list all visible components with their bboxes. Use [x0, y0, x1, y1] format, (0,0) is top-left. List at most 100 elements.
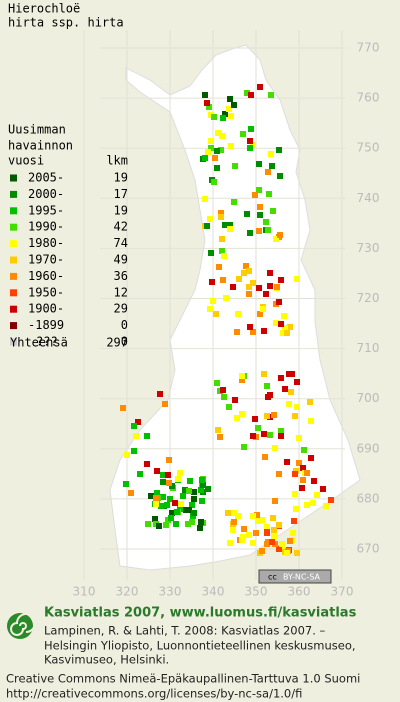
observation	[269, 539, 275, 545]
observation	[287, 324, 293, 330]
species-name: Hierochloë	[8, 2, 80, 16]
citation: Lampinen, R. & Lahti, T. 2008: Kasviatla…	[44, 624, 326, 638]
observation	[219, 248, 225, 254]
observation	[296, 460, 302, 466]
observation	[218, 147, 224, 153]
y-tick-label: 690	[357, 441, 380, 455]
observation	[296, 435, 302, 441]
observation	[167, 496, 173, 502]
legend-count: 17	[114, 187, 128, 201]
observation	[120, 405, 126, 411]
observation	[262, 454, 268, 460]
legend-swatch	[10, 207, 17, 215]
legend-label: 2005-	[28, 171, 64, 185]
observation	[250, 540, 256, 546]
observation	[212, 155, 218, 161]
footer-heading[interactable]: Kasviatlas 2007, www.luomus.fi/kasviatla…	[44, 606, 357, 621]
observation	[276, 147, 282, 153]
legend-swatch	[10, 289, 17, 297]
legend-label: 1980-	[28, 236, 64, 250]
observation	[191, 496, 197, 502]
observation	[216, 264, 222, 270]
observation	[200, 482, 206, 488]
observation	[174, 509, 180, 515]
license-badge[interactable]	[258, 569, 332, 584]
observation	[289, 371, 295, 377]
observation	[215, 130, 221, 136]
legend-heading: havainnon	[8, 139, 73, 153]
observation	[308, 455, 314, 461]
y-tick-label: 750	[357, 141, 380, 155]
observation	[270, 208, 276, 214]
observation	[314, 492, 320, 498]
observation	[231, 510, 237, 516]
observation	[191, 489, 197, 495]
observation	[213, 311, 219, 317]
observation	[144, 433, 150, 439]
observation	[156, 523, 162, 529]
observation	[248, 92, 254, 98]
observation	[148, 493, 154, 499]
observation	[164, 502, 170, 508]
observation	[274, 284, 280, 290]
observation	[250, 280, 256, 286]
citation: Helsingin Yliopisto, Luonnontieteellinen…	[44, 639, 356, 653]
observation	[281, 313, 287, 319]
legend-count: 0	[121, 335, 128, 349]
observation	[294, 550, 300, 556]
legend-total: 297	[106, 336, 128, 350]
legend-label: -1899	[28, 318, 64, 332]
observation	[226, 106, 232, 112]
observation	[247, 230, 253, 236]
observation	[268, 92, 274, 98]
observation	[256, 187, 262, 193]
observation	[268, 151, 274, 157]
license-url[interactable]: http://creativecommons.org/licenses/by-n…	[6, 687, 302, 701]
observation	[158, 503, 164, 509]
observation	[263, 219, 269, 225]
observation	[204, 223, 210, 229]
license-badge-text: BY-NC-SA	[283, 573, 321, 582]
observation	[323, 503, 329, 509]
observation	[246, 284, 252, 290]
y-tick-label: 770	[357, 41, 380, 55]
observation	[253, 530, 259, 536]
observation	[241, 270, 247, 276]
observation	[180, 493, 186, 499]
observation	[222, 222, 228, 228]
observation	[292, 491, 298, 497]
legend-count: 36	[114, 269, 128, 283]
legend-label: 1960-	[28, 269, 64, 283]
observation	[182, 487, 188, 493]
observation	[271, 412, 277, 418]
observation	[199, 477, 205, 483]
observation	[291, 518, 297, 524]
observation	[191, 510, 197, 516]
observation	[287, 538, 293, 544]
observation	[264, 383, 270, 389]
observation	[165, 472, 171, 478]
observation	[228, 143, 234, 149]
observation	[320, 486, 326, 492]
observation	[232, 163, 238, 169]
observation	[307, 399, 313, 405]
citation: Kasvimuseo, Helsinki.	[44, 653, 169, 667]
observation	[278, 321, 284, 327]
legend-swatch	[10, 272, 17, 280]
observation	[247, 324, 253, 330]
observation	[221, 253, 227, 259]
observation	[290, 530, 296, 536]
observation	[272, 498, 278, 504]
observation	[271, 533, 277, 539]
observation	[328, 497, 334, 503]
x-tick-label: 310	[73, 585, 96, 599]
observation	[257, 204, 263, 210]
observation	[276, 546, 282, 552]
observation	[231, 519, 237, 525]
observation	[230, 527, 236, 533]
observation	[226, 404, 232, 410]
legend-swatch	[10, 190, 17, 198]
observation	[227, 540, 233, 546]
legend-swatch	[10, 305, 17, 313]
legend-count: 12	[114, 285, 128, 299]
